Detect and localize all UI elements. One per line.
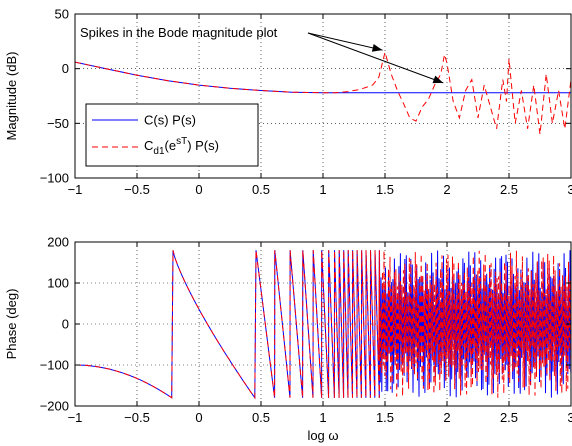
- x-tick-label: 1: [319, 182, 326, 197]
- x-tick-label: 2.5: [500, 182, 518, 197]
- x-tick-label: −0.5: [124, 182, 150, 197]
- annotation-arrow-head: [432, 75, 444, 84]
- x-tick-label: −1: [68, 410, 83, 425]
- x-tick-label: 3: [567, 410, 572, 425]
- x-tick-label: −0.5: [124, 410, 150, 425]
- legend-box: [85, 103, 259, 167]
- annotation-arrow-head: [371, 43, 383, 52]
- spikes-annotation: Spikes in the Bode magnitude plot: [80, 25, 278, 40]
- legend-label-series-2-main: C: [144, 138, 153, 153]
- x-tick-label: 3: [567, 182, 572, 197]
- annotation-arrow-line: [307, 32, 444, 84]
- legend-label-series-2-paren: (e: [165, 138, 177, 153]
- y-tick-label: −50: [47, 116, 69, 131]
- y-tick-label: 0: [62, 61, 69, 76]
- phase-y-label: Phase (deg): [4, 289, 19, 360]
- annotation-arrow-line: [307, 32, 383, 51]
- x-tick-label: −1: [68, 182, 83, 197]
- y-tick-label: −100: [40, 171, 69, 186]
- y-tick-label: 0: [62, 317, 69, 332]
- legend-label-series-1: C(s) P(s): [144, 113, 196, 128]
- phase-series-2-line: [75, 250, 571, 400]
- x-tick-label: 2.5: [500, 410, 518, 425]
- x-tick-label: 1.5: [376, 410, 394, 425]
- y-tick-label: 50: [55, 7, 69, 22]
- y-tick-label: 200: [47, 235, 69, 250]
- x-tick-label: 2: [443, 182, 450, 197]
- x-tick-label: 1: [319, 410, 326, 425]
- x-tick-label: 0: [195, 182, 202, 197]
- legend-label-series-2-rest: ) P(s): [187, 138, 219, 153]
- magnitude-series: [75, 50, 571, 135]
- legend: C(s) P(s) Cd1(esT) P(s): [85, 103, 259, 167]
- x-tick-label: 1.5: [376, 182, 394, 197]
- magnitude-axes: −1 −0.5 0 0.5 1 1.5 2 2.5 3 50 0 −50 −100 Magnitude …: [4, 7, 572, 198]
- x-tick-label: 2: [443, 410, 450, 425]
- x-tick-label: 0: [195, 410, 202, 425]
- phase-axes: −1 −0.5 0 0.5 1 1.5 2 2.5 3 200 100 0 −100 −200 Phase…: [4, 235, 572, 444]
- y-tick-label: −100: [40, 358, 69, 373]
- magnitude-series-2-line: [75, 50, 571, 135]
- phase-series: [75, 250, 571, 400]
- magnitude-y-label: Magnitude (dB): [4, 52, 19, 141]
- y-tick-label: −200: [40, 399, 69, 414]
- x-tick-label: 0.5: [252, 410, 270, 425]
- legend-label-series-2-sub: d1: [153, 146, 165, 157]
- legend-label-series-2: Cd1(esT) P(s): [144, 136, 219, 157]
- annotation-arrows: [307, 32, 444, 84]
- magnitude-ticks: −1 −0.5 0 0.5 1 1.5 2 2.5 3 50 0 −50 −100: [40, 7, 572, 198]
- phase-x-label: log ω: [307, 428, 338, 443]
- legend-label-series-2-sup: sT: [176, 136, 187, 147]
- x-tick-label: 0.5: [252, 182, 270, 197]
- phase-ticks: −1 −0.5 0 0.5 1 1.5 2 2.5 3 200 100 0 −100 −200: [40, 235, 572, 426]
- y-tick-label: 100: [47, 276, 69, 291]
